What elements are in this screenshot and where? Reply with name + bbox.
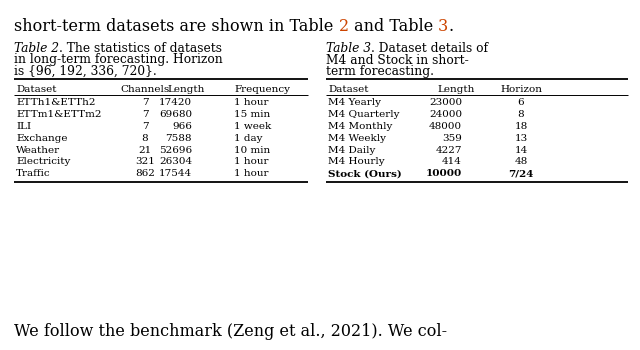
Text: Dataset: Dataset: [16, 85, 56, 94]
Text: M4 Daily: M4 Daily: [328, 146, 376, 155]
Text: term forecasting.: term forecasting.: [326, 65, 434, 78]
Text: Traffic: Traffic: [16, 169, 51, 178]
Text: 7: 7: [141, 98, 148, 107]
Text: Channels: Channels: [120, 85, 170, 94]
Text: Length: Length: [437, 85, 475, 94]
Text: 14: 14: [515, 146, 527, 155]
Text: 4227: 4227: [435, 146, 462, 155]
Text: 21: 21: [138, 146, 152, 155]
Text: 7: 7: [141, 122, 148, 131]
Text: 26304: 26304: [159, 158, 192, 167]
Text: 17544: 17544: [159, 169, 192, 178]
Text: 7: 7: [141, 110, 148, 119]
Text: 18: 18: [515, 122, 527, 131]
Text: 359: 359: [442, 134, 462, 143]
Text: 8: 8: [518, 110, 524, 119]
Text: Table 2: Table 2: [14, 42, 59, 55]
Text: Exchange: Exchange: [16, 134, 67, 143]
Text: . Dataset details of: . Dataset details of: [371, 42, 488, 55]
Text: .: .: [448, 18, 453, 35]
Text: M4 Yearly: M4 Yearly: [328, 98, 381, 107]
Text: . The statistics of datasets: . The statistics of datasets: [59, 42, 222, 55]
Text: 6: 6: [518, 98, 524, 107]
Text: Electricity: Electricity: [16, 158, 70, 167]
Text: 10000: 10000: [426, 169, 462, 178]
Text: Horizon: Horizon: [500, 85, 542, 94]
Text: 8: 8: [141, 134, 148, 143]
Text: Stock (Ours): Stock (Ours): [328, 169, 402, 178]
Text: 862: 862: [135, 169, 155, 178]
Text: 2: 2: [339, 18, 349, 35]
Text: ILI: ILI: [16, 122, 31, 131]
Text: M4 Quarterly: M4 Quarterly: [328, 110, 399, 119]
Text: 13: 13: [515, 134, 527, 143]
Text: Weather: Weather: [16, 146, 60, 155]
Text: M4 Hourly: M4 Hourly: [328, 158, 385, 167]
Text: Dataset: Dataset: [328, 85, 369, 94]
Text: M4 Monthly: M4 Monthly: [328, 122, 392, 131]
Text: 1 hour: 1 hour: [234, 158, 269, 167]
Text: 52696: 52696: [159, 146, 192, 155]
Text: and Table: and Table: [349, 18, 438, 35]
Text: Length: Length: [167, 85, 205, 94]
Text: 1 hour: 1 hour: [234, 98, 269, 107]
Text: We follow the benchmark (Zeng et al., 2021). We col-: We follow the benchmark (Zeng et al., 20…: [14, 323, 447, 340]
Text: 1 week: 1 week: [234, 122, 271, 131]
Text: 3: 3: [438, 18, 448, 35]
Text: 69680: 69680: [159, 110, 192, 119]
Text: 7/24: 7/24: [508, 169, 534, 178]
Text: 48000: 48000: [429, 122, 462, 131]
Text: 414: 414: [442, 158, 462, 167]
Text: in long-term forecasting. Horizon: in long-term forecasting. Horizon: [14, 54, 223, 66]
Text: Table 3: Table 3: [326, 42, 371, 55]
Text: 15 min: 15 min: [234, 110, 270, 119]
Text: 7588: 7588: [166, 134, 192, 143]
Text: 1 day: 1 day: [234, 134, 262, 143]
Text: 10 min: 10 min: [234, 146, 270, 155]
Text: 24000: 24000: [429, 110, 462, 119]
Text: 48: 48: [515, 158, 527, 167]
Text: M4 Weekly: M4 Weekly: [328, 134, 386, 143]
Text: Frequency: Frequency: [234, 85, 290, 94]
Text: 321: 321: [135, 158, 155, 167]
Text: is {96, 192, 336, 720}.: is {96, 192, 336, 720}.: [14, 65, 157, 78]
Text: ETTh1&ETTh2: ETTh1&ETTh2: [16, 98, 95, 107]
Text: 17420: 17420: [159, 98, 192, 107]
Text: 966: 966: [172, 122, 192, 131]
Text: ETTm1&ETTm2: ETTm1&ETTm2: [16, 110, 102, 119]
Text: M4 and Stock in short-: M4 and Stock in short-: [326, 54, 468, 66]
Text: short-term datasets are shown in Table: short-term datasets are shown in Table: [14, 18, 339, 35]
Text: 1 hour: 1 hour: [234, 169, 269, 178]
Text: 23000: 23000: [429, 98, 462, 107]
